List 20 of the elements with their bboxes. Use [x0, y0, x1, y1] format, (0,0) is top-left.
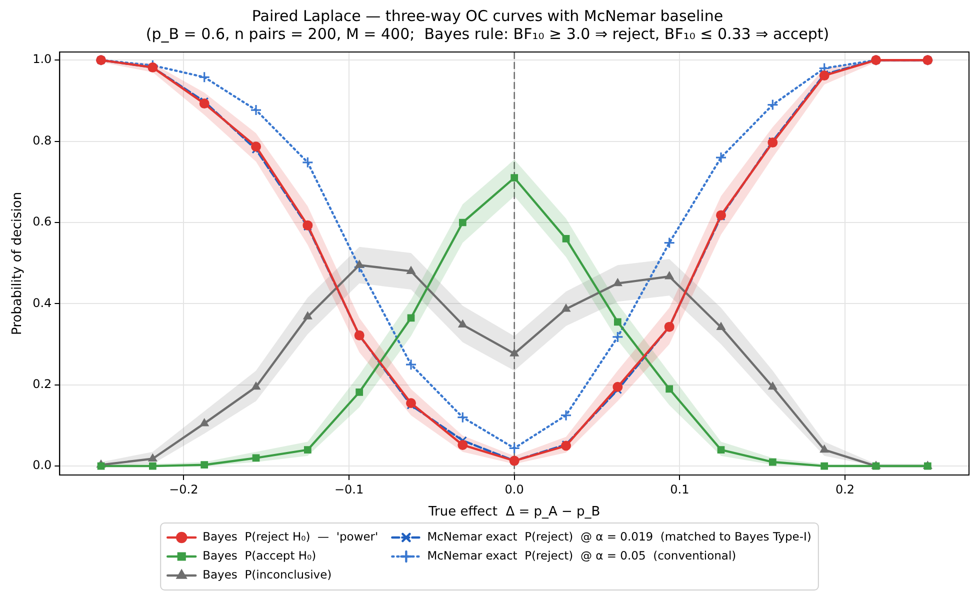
y-tick-label: 0.6 [32, 214, 52, 229]
x-axis-title: True effect Δ = p_A − p_B [427, 504, 600, 520]
y-tick-label: 0.8 [32, 133, 52, 148]
legend-label: Bayes P(reject H₀) — 'power' [202, 529, 378, 544]
legend-label: McNemar exact P(reject) @ α = 0.05 (conventional) [427, 548, 736, 562]
y-axis-title: Probability of decision [10, 192, 26, 336]
legend-label: McNemar exact P(reject) @ α = 0.019 (matched to Bayes Type-I) [427, 529, 812, 544]
chart-title: Paired Laplace — three-way OC curves with McNemar baseline [252, 6, 724, 25]
legend-label: Bayes P(inconclusive) [202, 567, 332, 582]
y-tick-label: 1.0 [32, 52, 52, 66]
chart-subtitle: (p_B = 0.6, n pairs = 200, M = 400; Bayes rule: BF₁₀ ≥ 3.0 ⇒ reject, BF₁₀ ≤ 0.33 ⇒ accept) [146, 24, 830, 43]
x-tick-label: 0.1 [670, 482, 690, 496]
y-tick-label: 0.4 [32, 296, 52, 310]
legend-label: Bayes P(accept H₀) [202, 548, 316, 562]
x-tick-label: −0.2 [169, 482, 198, 496]
x-tick-label: 0.0 [504, 482, 524, 496]
x-tick-label: 0.2 [835, 482, 855, 496]
y-tick-label: 0.0 [32, 458, 52, 472]
x-tick-label: −0.1 [334, 482, 364, 496]
y-tick-label: 0.2 [32, 377, 52, 392]
